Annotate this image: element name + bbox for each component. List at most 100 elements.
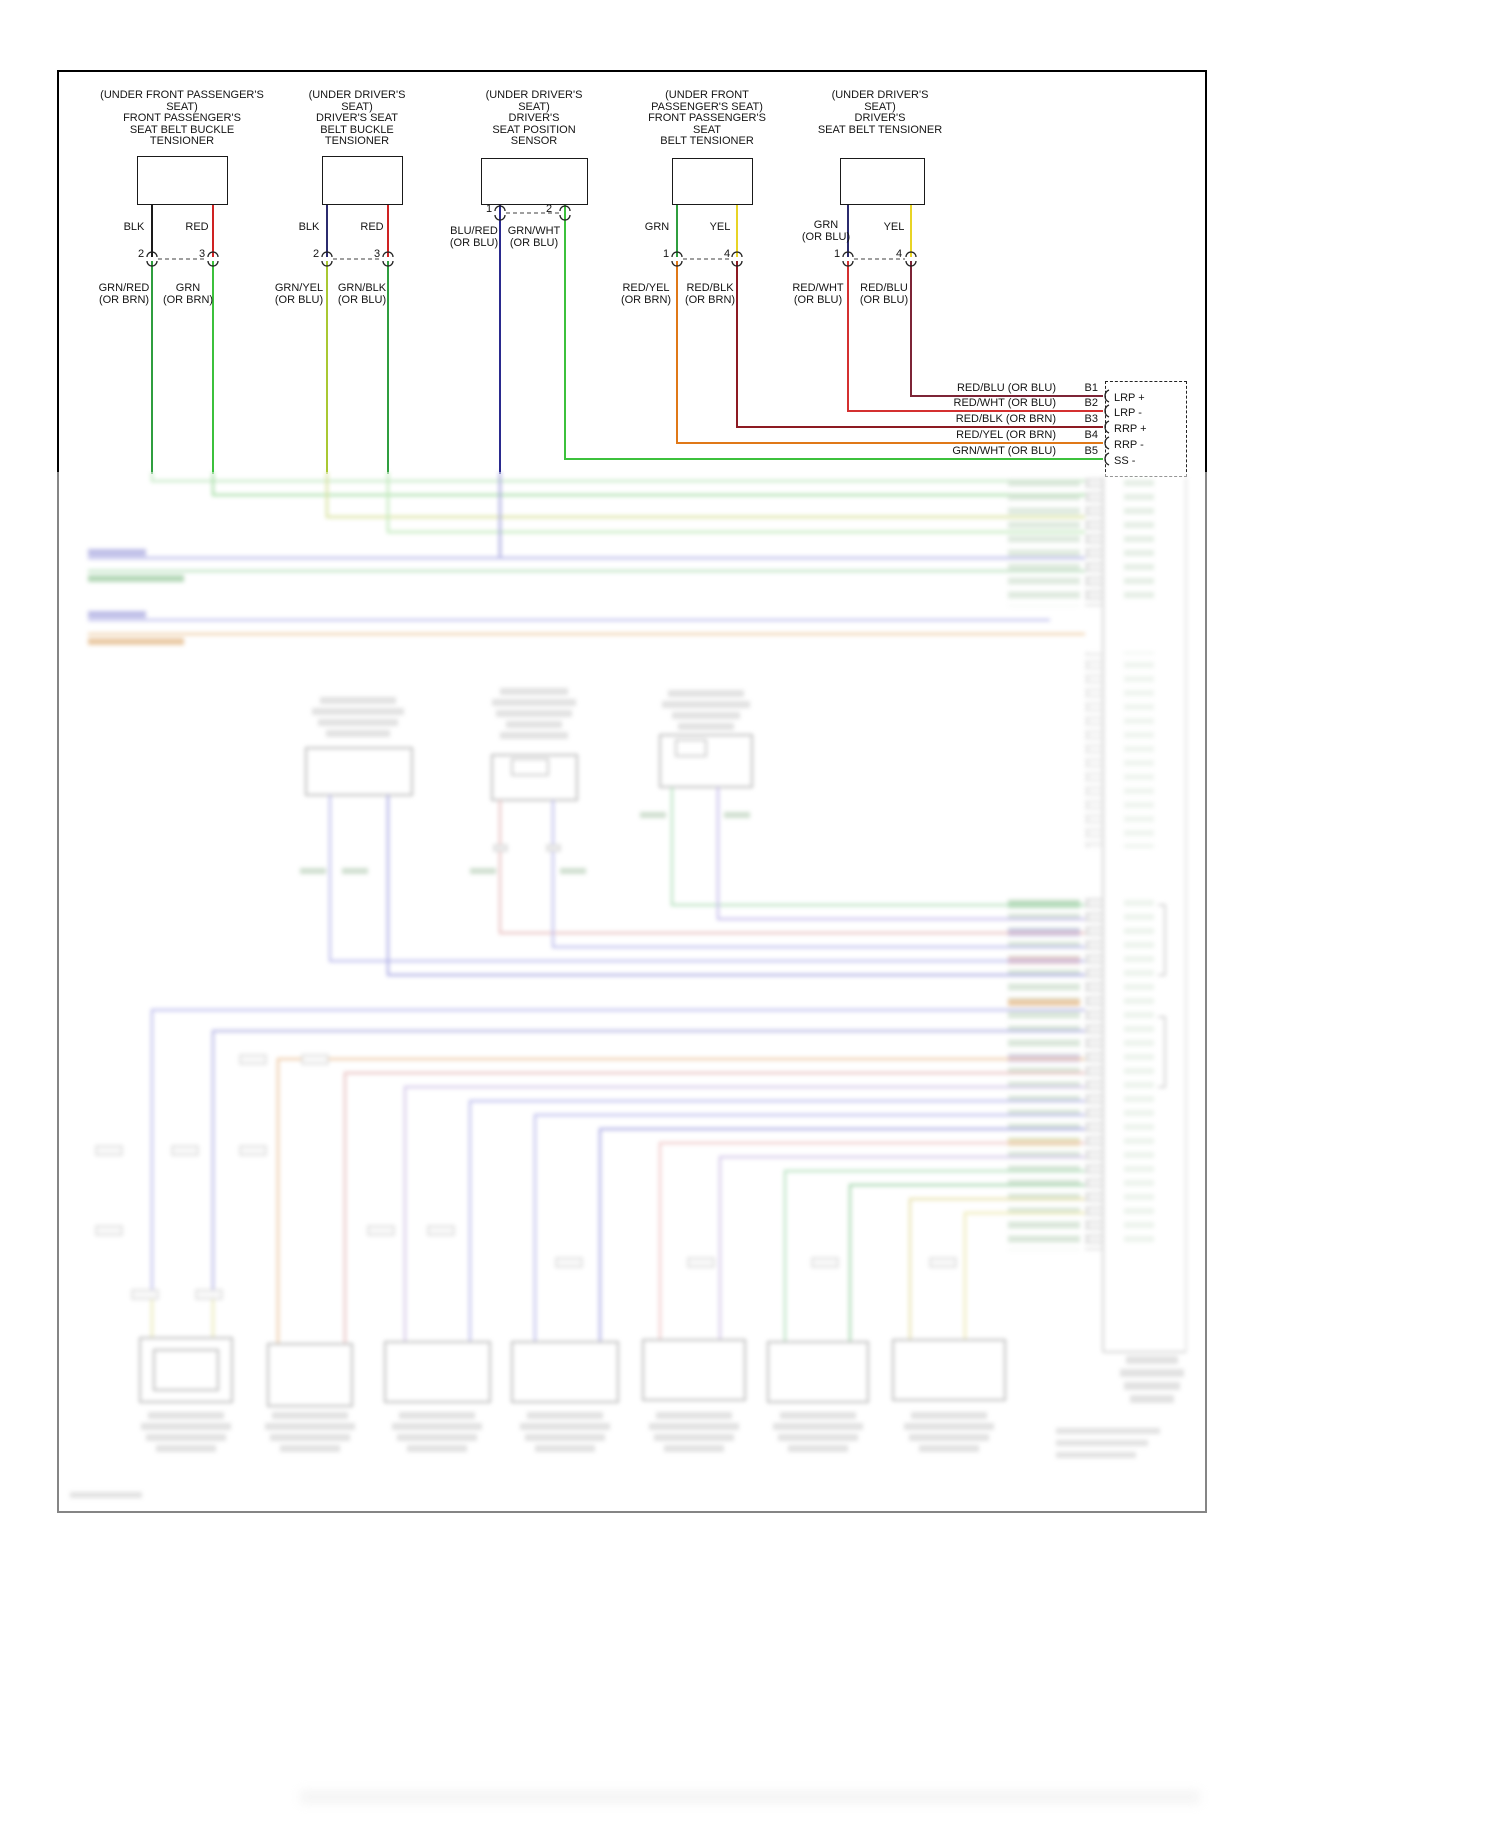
- ecu-pin-b1: B1: [1084, 382, 1098, 394]
- c2-pin-left: 2: [312, 248, 320, 260]
- title-line: SEAT): [341, 100, 373, 113]
- pin-arc-icon: [494, 205, 506, 221]
- c1-wire-label-red: RED: [152, 221, 242, 234]
- title-line: FRONT PASSENGER'S: [648, 112, 766, 124]
- pin-arc-icon: [905, 251, 917, 267]
- text-line: BLK: [123, 221, 145, 233]
- text-line: RED: [185, 221, 209, 233]
- ecu-pin-b3: B3: [1084, 413, 1098, 425]
- ecu-signal-rrp-plus: RRP +: [1114, 423, 1147, 435]
- title-line: TENSIONER: [324, 135, 390, 147]
- c5-title: (UNDER DRIVER'S SEAT) DRIVER'S SEAT BELT…: [785, 89, 975, 136]
- c4-pin-right: 4: [723, 248, 731, 260]
- text-line: RED/BLK: [686, 282, 734, 294]
- title-line: BELT BUCKLE: [320, 123, 394, 136]
- blur-upper-wires: [150, 472, 1085, 558]
- blur-junction-labels: [95, 1054, 957, 1300]
- text-line: YEL: [709, 221, 731, 233]
- text-line: RED/YEL: [622, 282, 670, 294]
- title-line: TENSIONER: [149, 135, 215, 147]
- ecu-pin-b2: B2: [1084, 397, 1098, 409]
- pin-arc-icon: [321, 251, 333, 267]
- text-line: (OR BLU): [509, 236, 559, 249]
- ecu-signal-rrp-minus: RRP -: [1114, 439, 1144, 451]
- text-line: (OR BRN): [162, 293, 214, 306]
- wire-c5-red-wht: [847, 261, 1103, 412]
- ecu-pin-b4: B4: [1084, 429, 1098, 441]
- title-line: SEAT BELT TENSIONER: [817, 123, 943, 136]
- c5-wire-label-grn: GRN (OR BLU): [781, 219, 871, 243]
- c5-component-box: [840, 158, 925, 205]
- title-line: (UNDER DRIVER'S: [485, 89, 583, 101]
- text-line: (OR BLU): [859, 293, 909, 306]
- ecu-wire-label-b2: RED/WHT (OR BLU): [953, 397, 1056, 409]
- title-line: (UNDER FRONT PASSENGER'S: [100, 89, 264, 101]
- text-line: YEL: [883, 221, 905, 233]
- text-line: (OR BRN): [684, 293, 736, 306]
- blur-legend-text: [70, 1428, 1160, 1498]
- c5-wire-label-red-blu: RED/BLU (OR BLU): [839, 282, 929, 306]
- c4-wire-label-red-blk: RED/BLK (OR BRN): [665, 282, 755, 306]
- c1-title: (UNDER FRONT PASSENGER'S SEAT) FRONT PAS…: [87, 89, 277, 148]
- ecu-wire-label-b4: RED/YEL (OR BRN): [956, 429, 1056, 441]
- c5-pin-right: 4: [895, 248, 903, 260]
- c4-title: (UNDER FRONT PASSENGER'S SEAT) FRONT PAS…: [612, 89, 802, 148]
- title-line: (UNDER DRIVER'S: [831, 89, 929, 101]
- blur-bus-lines: [88, 549, 1085, 645]
- text-line: (OR BRN): [98, 293, 150, 306]
- c3-component-box: [481, 158, 588, 205]
- title-line: FRONT PASSENGER'S: [123, 112, 241, 124]
- text-line: (OR BLU): [793, 293, 843, 306]
- c1-component-box: [137, 156, 228, 205]
- pin-arc-icon: [842, 251, 854, 267]
- blur-bottom-components: [139, 1337, 1006, 1407]
- c5-pin-left: 1: [833, 248, 841, 260]
- text-line: BLU/RED: [450, 225, 498, 237]
- blur-lower-wires: [150, 1008, 1085, 1344]
- text-line: GRN: [644, 221, 670, 233]
- c3-wire-label-blu-red: BLU/RED (OR BLU): [429, 225, 519, 249]
- c4-wire-label-red-yel: RED/YEL (OR BRN): [601, 282, 691, 306]
- text-line: GRN: [175, 282, 201, 294]
- pin-arc-icon: [671, 251, 683, 267]
- wire-c5-red-blu: [910, 261, 1103, 397]
- blur-middle-components: [300, 688, 1085, 977]
- wires-group: [151, 205, 1103, 474]
- c2-wire-label-grn-blk: GRN/BLK (OR BLU): [317, 282, 407, 306]
- title-line: DRIVER'S: [508, 112, 560, 124]
- c3-title: (UNDER DRIVER'S SEAT) DRIVER'S SEAT POSI…: [439, 89, 629, 148]
- text-line: RED: [360, 221, 384, 233]
- pin-arc-icon: [207, 251, 219, 267]
- wire-c4-red-blk: [736, 261, 1103, 428]
- c2-wire-label-red: RED: [327, 221, 417, 234]
- c2-wire-label-blk: BLK: [264, 221, 354, 234]
- text-line: GRN: [813, 219, 839, 231]
- c1-pin-right: 3: [198, 248, 206, 260]
- pin-arc-icon: [146, 251, 158, 267]
- bottom-smudge: [300, 1790, 1200, 1804]
- c3-pin-left: 1: [485, 203, 493, 215]
- title-line: DRIVER'S SEAT: [316, 112, 398, 124]
- c3-pin-right: 2: [545, 203, 553, 215]
- inline-connector-dashes-group: [158, 212, 905, 260]
- ecu-wire-label-b5: GRN/WHT (OR BLU): [952, 445, 1056, 457]
- ecu-signal-lrp-minus: LRP -: [1114, 407, 1142, 419]
- text-line: (OR BLU): [449, 236, 499, 249]
- wire-c4-red-yel: [676, 261, 1103, 444]
- c4-wire-label-grn: GRN: [612, 221, 702, 234]
- c1-wire-label-blk: BLK: [89, 221, 179, 234]
- title-line: BELT TENSIONER: [660, 135, 754, 147]
- c4-wire-label-yel: YEL: [675, 221, 765, 234]
- pin-arc-icon: [382, 251, 394, 267]
- c1-pin-left: 2: [137, 248, 145, 260]
- ecu-pin-b5: B5: [1084, 445, 1098, 457]
- title-line: SEAT): [864, 100, 896, 113]
- text-line: (OR BLU): [801, 230, 851, 243]
- title-line: SEAT POSITION: [492, 123, 576, 136]
- text-line: RED/BLU: [860, 282, 908, 294]
- c5-wire-label-yel: YEL: [849, 221, 939, 234]
- blur-bottom-titles: [141, 1412, 994, 1452]
